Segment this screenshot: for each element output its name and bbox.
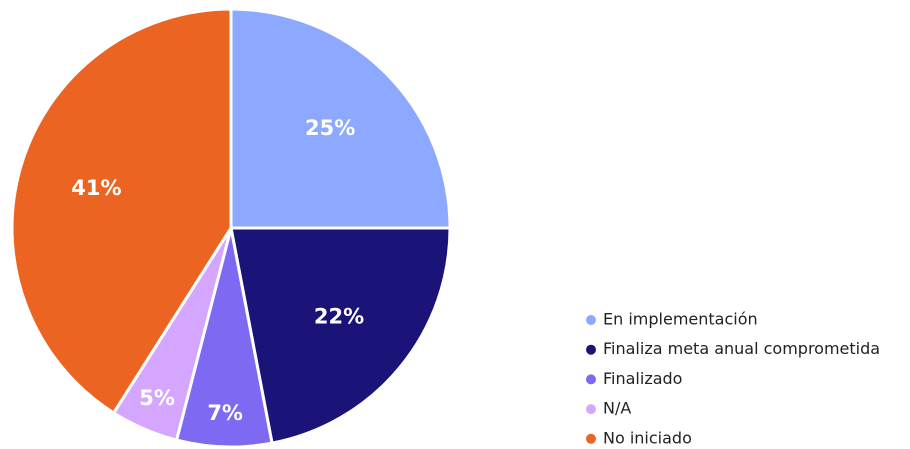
value-label: 5% [139,386,175,410]
pie-slice [10,7,233,415]
legend-marker [586,433,596,444]
pie-slice [229,226,452,445]
legend-marker [586,374,596,385]
legend-marker [586,315,596,325]
legend-marker [586,404,596,415]
legend-label: En implementación [603,310,758,329]
legend-marker [586,344,596,355]
value-label: 25% [305,116,355,140]
legend-label: N/A [603,399,631,418]
legend-label: Finaliza meta anual comprometida [603,339,880,358]
value-label: 22% [314,304,364,328]
legend-label: Finalizado [603,369,682,388]
pie-slice [229,7,452,230]
value-label: 41% [71,176,121,200]
legend-label: No iniciado [603,428,692,447]
value-label: 7% [207,401,243,425]
